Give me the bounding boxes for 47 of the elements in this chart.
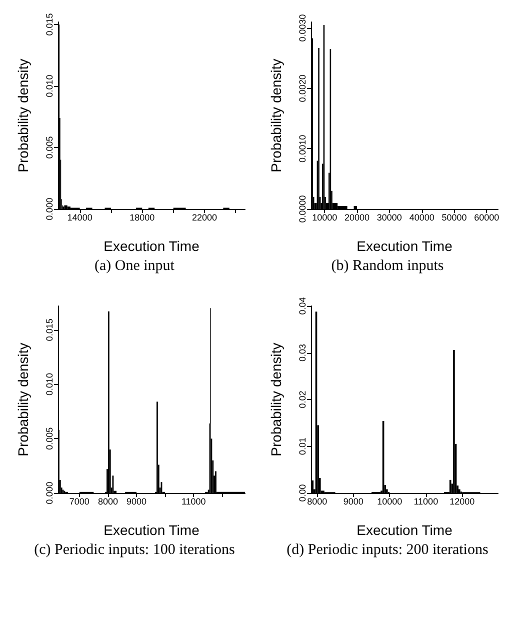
x-tick-label: 40000 (409, 212, 434, 222)
x-tick-label: 14000 (67, 212, 92, 222)
x-tick-label: 22000 (192, 212, 217, 222)
y-tick-label: 0.015 (44, 13, 54, 36)
x-axis-title: Execution Time (104, 522, 200, 538)
x-tick-label: 10000 (377, 496, 402, 506)
y-tick-label: 0.010 (44, 74, 54, 98)
x-tick-label: 10000 (312, 212, 338, 222)
x-tick-label: 11000 (414, 496, 438, 506)
x-axis-title: Execution Time (356, 522, 453, 538)
x-tick-label: 12000 (450, 496, 475, 506)
x-axis-title: Execution Time (104, 238, 200, 254)
y-tick-label: 0.005 (44, 427, 54, 450)
text: (d) Periodic inputs: 200 iterations (286, 542, 490, 558)
y-tick-label: 0.02 (298, 390, 308, 408)
x-tick-label: 9000 (343, 496, 364, 506)
x-tick-label: 8000 (98, 496, 118, 506)
y-tick-label: 0.010 (44, 373, 54, 396)
text: (c) Periodic inputs: 100 iterations (33, 542, 236, 558)
x-tick-label: 7000 (69, 496, 90, 506)
y-tick-label: 0.0020 (298, 74, 308, 102)
x-tick-label: 9000 (126, 496, 147, 506)
y-tick-label: 0.015 (44, 318, 54, 342)
x-tick-label: 11000 (181, 496, 206, 506)
x-tick-label: 18000 (130, 212, 155, 222)
x-tick-label: 30000 (376, 212, 402, 222)
y-axis-title: Probability density (268, 58, 284, 172)
y-tick-label: 0.0030 (298, 14, 308, 42)
x-tick-label: 8000 (307, 496, 328, 506)
x-tick-label: 60000 (474, 212, 500, 222)
y-tick-label: 0.000 (44, 198, 54, 220)
y-axis-title: Probability density (15, 342, 31, 456)
y-tick-label: 0.00 (298, 484, 308, 502)
text: (a) One input (94, 258, 176, 274)
x-tick-label: 20000 (344, 212, 370, 222)
y-tick-label: 0.04 (298, 297, 308, 315)
y-tick-label: 0.0000 (298, 195, 308, 223)
y-axis-title: Probability density (268, 342, 284, 456)
y-tick-label: 0.01 (298, 437, 308, 456)
y-tick-label: 0.005 (44, 136, 54, 159)
y-axis-title: Probability density (15, 58, 31, 172)
x-tick-label: 50000 (442, 212, 467, 222)
x-axis-title: Execution Time (356, 238, 453, 254)
text: (b) Random inputs (330, 258, 445, 274)
y-tick-label: 0.000 (44, 482, 54, 504)
y-tick-label: 0.0010 (298, 134, 308, 162)
y-tick-label: 0.03 (298, 344, 308, 362)
